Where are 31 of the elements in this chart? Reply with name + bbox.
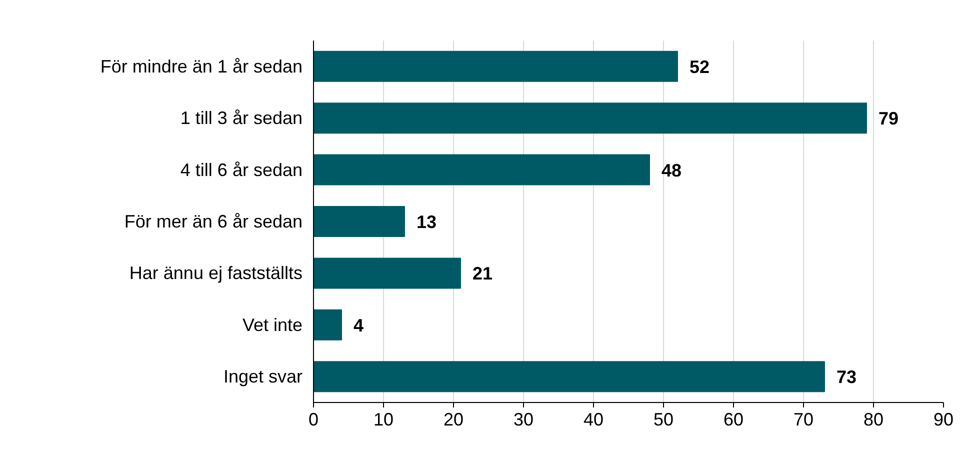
y-tick-label: 1 till 3 år sedan bbox=[180, 108, 303, 128]
bar bbox=[314, 361, 825, 392]
data-label: 52 bbox=[690, 56, 710, 77]
bar bbox=[314, 258, 461, 289]
data-label: 13 bbox=[416, 212, 437, 232]
bar bbox=[314, 206, 405, 237]
data-label: 79 bbox=[878, 108, 899, 129]
x-tick-label: 20 bbox=[443, 410, 464, 430]
y-tick-label: För mer än 6 år sedan bbox=[124, 212, 303, 232]
y-tick-label: 4 till 6 år sedan bbox=[180, 160, 303, 180]
y-tick-label: Har ännu ej fastställts bbox=[129, 263, 303, 284]
data-label: 48 bbox=[662, 160, 682, 180]
x-tick-label: 40 bbox=[583, 410, 604, 430]
y-tick-label: Vet inte bbox=[242, 314, 302, 335]
bar bbox=[314, 154, 650, 186]
x-tick-label: 50 bbox=[653, 410, 674, 430]
y-tick-label: För mindre än 1 år sedan bbox=[100, 56, 303, 76]
bar bbox=[314, 102, 867, 134]
x-tick-label: 30 bbox=[513, 410, 534, 430]
bar bbox=[314, 309, 342, 340]
y-tick-label: Inget svar bbox=[223, 366, 303, 387]
data-label: 4 bbox=[354, 315, 364, 336]
x-tick-label: 90 bbox=[933, 410, 954, 430]
bar bbox=[314, 50, 678, 82]
x-tick-label: 70 bbox=[793, 410, 814, 430]
data-label: 73 bbox=[836, 367, 857, 388]
x-tick-label: 10 bbox=[373, 410, 394, 430]
data-label: 21 bbox=[472, 264, 493, 284]
x-tick-label: 60 bbox=[723, 410, 744, 430]
x-tick-label: 0 bbox=[308, 410, 319, 430]
x-tick-label: 80 bbox=[863, 410, 884, 430]
